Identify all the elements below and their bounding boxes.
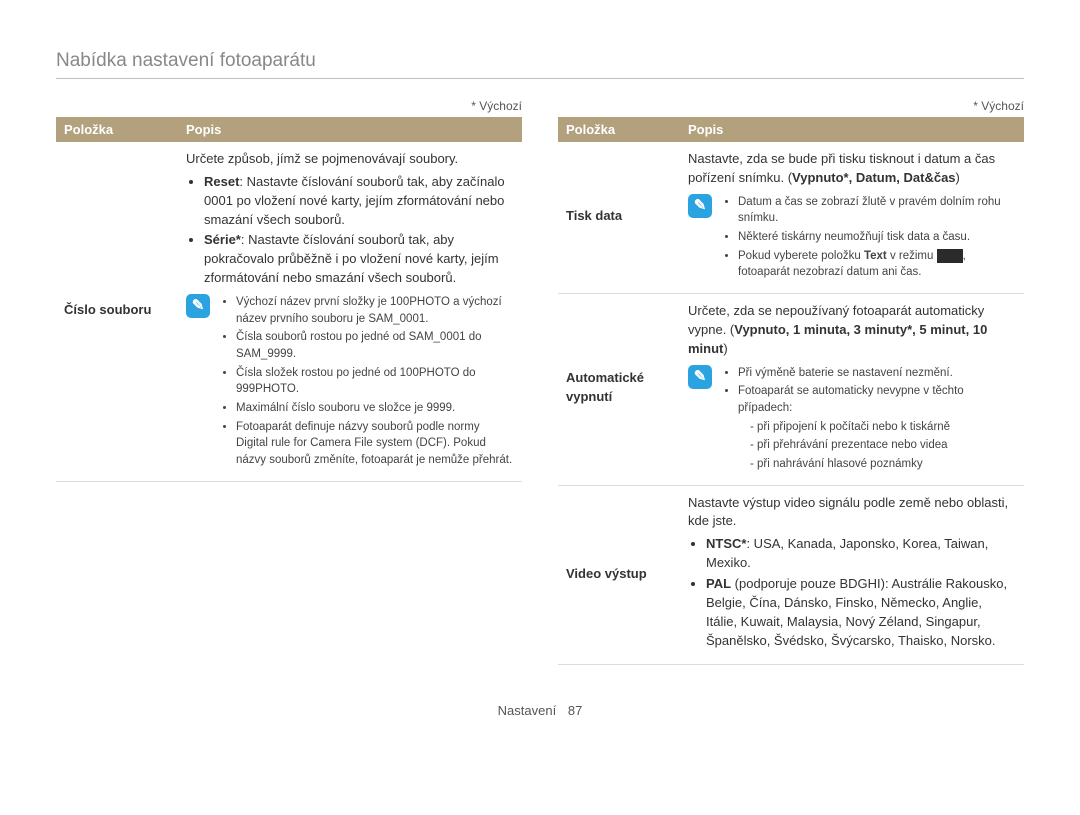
- settings-table-right: Položka Popis Tisk data Nastavte, zda se…: [558, 117, 1024, 665]
- list-item: při připojení k počítači nebo k tiskárně: [750, 419, 1016, 436]
- note-box: ✎ Výchozí název první složky je 100PHOTO…: [186, 294, 514, 471]
- settings-table-left: Položka Popis Číslo souboru Určete způso…: [56, 117, 522, 482]
- list-item: Pokud vyberete položku Text v režimu , f…: [738, 248, 1016, 281]
- list-item: Při výměně baterie se nastavení nezmění.: [738, 365, 1016, 382]
- list-item: Čísla složek rostou po jedné od 100PHOTO…: [236, 365, 514, 398]
- left-column: * Výchozí Položka Popis Číslo souboru Ur…: [56, 99, 522, 665]
- sub-list: při připojení k počítači nebo k tiskárně…: [750, 419, 1016, 473]
- mode-badge-icon: [937, 249, 963, 263]
- th-item: Položka: [56, 117, 178, 142]
- intro-text: Nastavte výstup video signálu podle země…: [688, 494, 1016, 532]
- list-item: Série*: Nastavte číslování souborů tak, …: [204, 231, 514, 288]
- list-item: Reset: Nastavte číslování souborů tak, a…: [204, 173, 514, 230]
- item-desc: Určete způsob, jímž se pojmenovávají sou…: [178, 142, 522, 481]
- note-icon: ✎: [186, 294, 210, 318]
- note-content: Při výměně baterie se nastavení nezmění.…: [722, 365, 1016, 475]
- item-label-tisk-data: Tisk data: [558, 142, 680, 294]
- right-column: * Výchozí Položka Popis Tisk data Nastav…: [558, 99, 1024, 665]
- option-list: Reset: Nastavte číslování souborů tak, a…: [204, 173, 514, 288]
- list-item: NTSC*: USA, Kanada, Japonsko, Korea, Tai…: [706, 535, 1016, 573]
- option-list: NTSC*: USA, Kanada, Japonsko, Korea, Tai…: [706, 535, 1016, 650]
- note-icon: ✎: [688, 194, 712, 218]
- item-label-video-vystup: Video výstup: [558, 485, 680, 665]
- list-item: Fotoaparát definuje názvy souborů podle …: [236, 419, 514, 469]
- intro-text: Určete způsob, jímž se pojmenovávají sou…: [186, 150, 514, 169]
- note-content: Výchozí název první složky je 100PHOTO a…: [220, 294, 514, 471]
- table-row: Video výstup Nastavte výstup video signá…: [558, 485, 1024, 665]
- item-desc: Nastavte výstup video signálu podle země…: [680, 485, 1024, 665]
- footer-section: Nastavení: [498, 703, 557, 718]
- item-label-cislo-souboru: Číslo souboru: [56, 142, 178, 481]
- list-item: Maximální číslo souboru ve složce je 999…: [236, 400, 514, 417]
- list-item: při přehrávání prezentace nebo videa: [750, 437, 1016, 454]
- footer-page-number: 87: [568, 703, 582, 718]
- list-item: PAL (podporuje pouze BDGHI): Austrálie R…: [706, 575, 1016, 650]
- default-note-left: * Výchozí: [56, 99, 522, 113]
- intro-text: Nastavte, zda se bude při tisku tisknout…: [688, 150, 1016, 188]
- item-label-auto-vypnuti: Automatické vypnutí: [558, 294, 680, 486]
- intro-text: Určete, zda se nepoužívaný fotoaparát au…: [688, 302, 1016, 359]
- list-item: Datum a čas se zobrazí žlutě v pravém do…: [738, 194, 1016, 227]
- th-desc: Popis: [178, 117, 522, 142]
- default-note-right: * Výchozí: [558, 99, 1024, 113]
- table-row: Tisk data Nastavte, zda se bude při tisk…: [558, 142, 1024, 294]
- table-row: Číslo souboru Určete způsob, jímž se poj…: [56, 142, 522, 481]
- note-box: ✎ Při výměně baterie se nastavení nezměn…: [688, 365, 1016, 475]
- page-footer: Nastavení 87: [56, 703, 1024, 718]
- th-item: Položka: [558, 117, 680, 142]
- item-desc: Nastavte, zda se bude při tisku tisknout…: [680, 142, 1024, 294]
- note-icon: ✎: [688, 365, 712, 389]
- note-box: ✎ Datum a čas se zobrazí žlutě v pravém …: [688, 194, 1016, 283]
- list-item: Fotoaparát se automaticky nevypne v těch…: [738, 383, 1016, 472]
- list-item: při nahrávání hlasové poznámky: [750, 456, 1016, 473]
- list-item: Některé tiskárny neumožňují tisk data a …: [738, 229, 1016, 246]
- note-content: Datum a čas se zobrazí žlutě v pravém do…: [722, 194, 1016, 283]
- list-item: Čísla souborů rostou po jedné od SAM_000…: [236, 329, 514, 362]
- table-row: Automatické vypnutí Určete, zda se nepou…: [558, 294, 1024, 486]
- item-desc: Určete, zda se nepoužívaný fotoaparát au…: [680, 294, 1024, 486]
- list-item: Výchozí název první složky je 100PHOTO a…: [236, 294, 514, 327]
- page-title: Nabídka nastavení fotoaparátu: [56, 50, 1024, 79]
- th-desc: Popis: [680, 117, 1024, 142]
